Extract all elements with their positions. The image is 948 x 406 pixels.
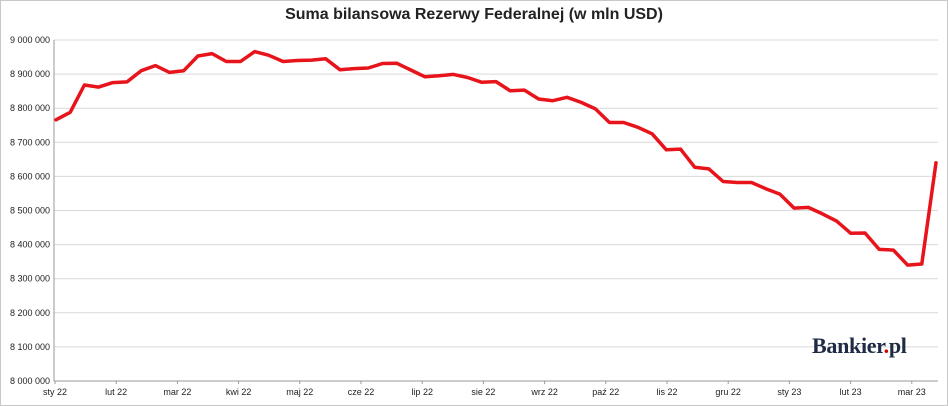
logo-suffix: pl bbox=[888, 333, 907, 358]
y-tick-label: 8 200 000 bbox=[10, 308, 50, 318]
x-tick-label: paź 22 bbox=[592, 387, 619, 397]
x-tick-label: lis 22 bbox=[656, 387, 677, 397]
x-tick-label: mar 22 bbox=[163, 387, 191, 397]
x-tick-label: gru 22 bbox=[715, 387, 741, 397]
x-tick-label: maj 22 bbox=[286, 387, 313, 397]
y-tick-label: 8 000 000 bbox=[10, 376, 50, 386]
bankier-logo: Bankier.pl bbox=[812, 333, 907, 359]
x-tick-label: lut 22 bbox=[105, 387, 127, 397]
x-tick-label: lip 22 bbox=[411, 387, 433, 397]
logo-brand: Bankier bbox=[812, 333, 884, 358]
x-tick-label: sie 22 bbox=[471, 387, 495, 397]
y-tick-label: 8 300 000 bbox=[10, 274, 50, 284]
logo-dot: . bbox=[883, 333, 890, 358]
x-tick-label: wrz 22 bbox=[530, 387, 558, 397]
x-tick-label: mar 23 bbox=[898, 387, 926, 397]
y-tick-label: 8 700 000 bbox=[10, 137, 50, 147]
x-tick-label: sty 22 bbox=[43, 387, 67, 397]
y-tick-label: 8 500 000 bbox=[10, 206, 50, 216]
x-tick-label: lut 23 bbox=[840, 387, 862, 397]
x-tick-label: cze 22 bbox=[348, 387, 375, 397]
y-tick-label: 8 100 000 bbox=[10, 342, 50, 352]
y-tick-label: 9 000 000 bbox=[10, 35, 50, 45]
chart-title: Suma bilansowa Rezerwy Federalnej (w mln… bbox=[285, 6, 663, 23]
y-tick-label: 8 400 000 bbox=[10, 240, 50, 250]
y-tick-label: 8 600 000 bbox=[10, 171, 50, 181]
series-line bbox=[54, 49, 938, 267]
y-tick-label: 8 900 000 bbox=[10, 69, 50, 79]
x-tick-label: sty 23 bbox=[777, 387, 801, 397]
x-tick-label: kwi 22 bbox=[226, 387, 252, 397]
y-tick-label: 8 800 000 bbox=[10, 103, 50, 113]
